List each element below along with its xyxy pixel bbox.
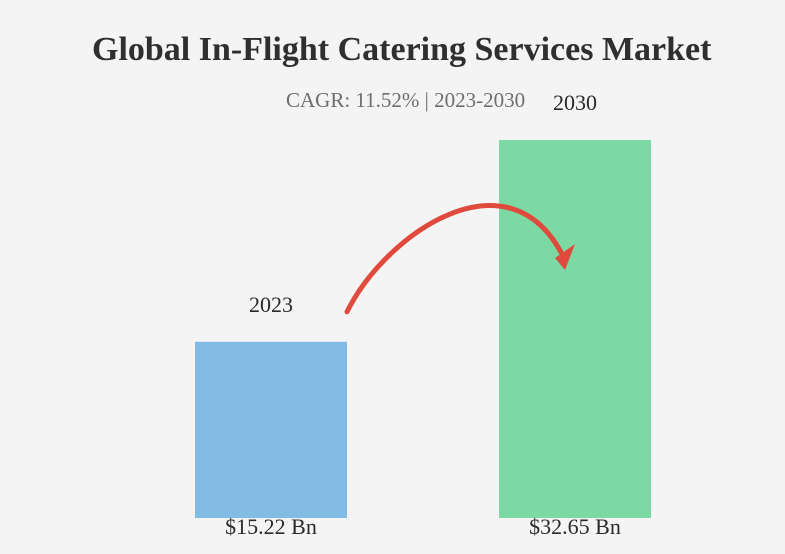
growth-arrow [344, 203, 575, 315]
growth-arrow-line [344, 203, 566, 315]
year-label-2023: 2023 [249, 292, 293, 317]
chart-subtitle: CAGR: 11.52% | 2023-2030 [286, 88, 526, 112]
chart-title: Global In-Flight Catering Services Marke… [92, 31, 712, 68]
value-label-2030: $32.65 Bn [529, 514, 621, 539]
value-label-2023: $15.22 Bn [225, 514, 317, 539]
growth-arrow-head [555, 244, 575, 270]
bar-2030 [499, 140, 651, 518]
bar-2023 [195, 341, 347, 518]
year-label-2030: 2030 [553, 90, 597, 115]
